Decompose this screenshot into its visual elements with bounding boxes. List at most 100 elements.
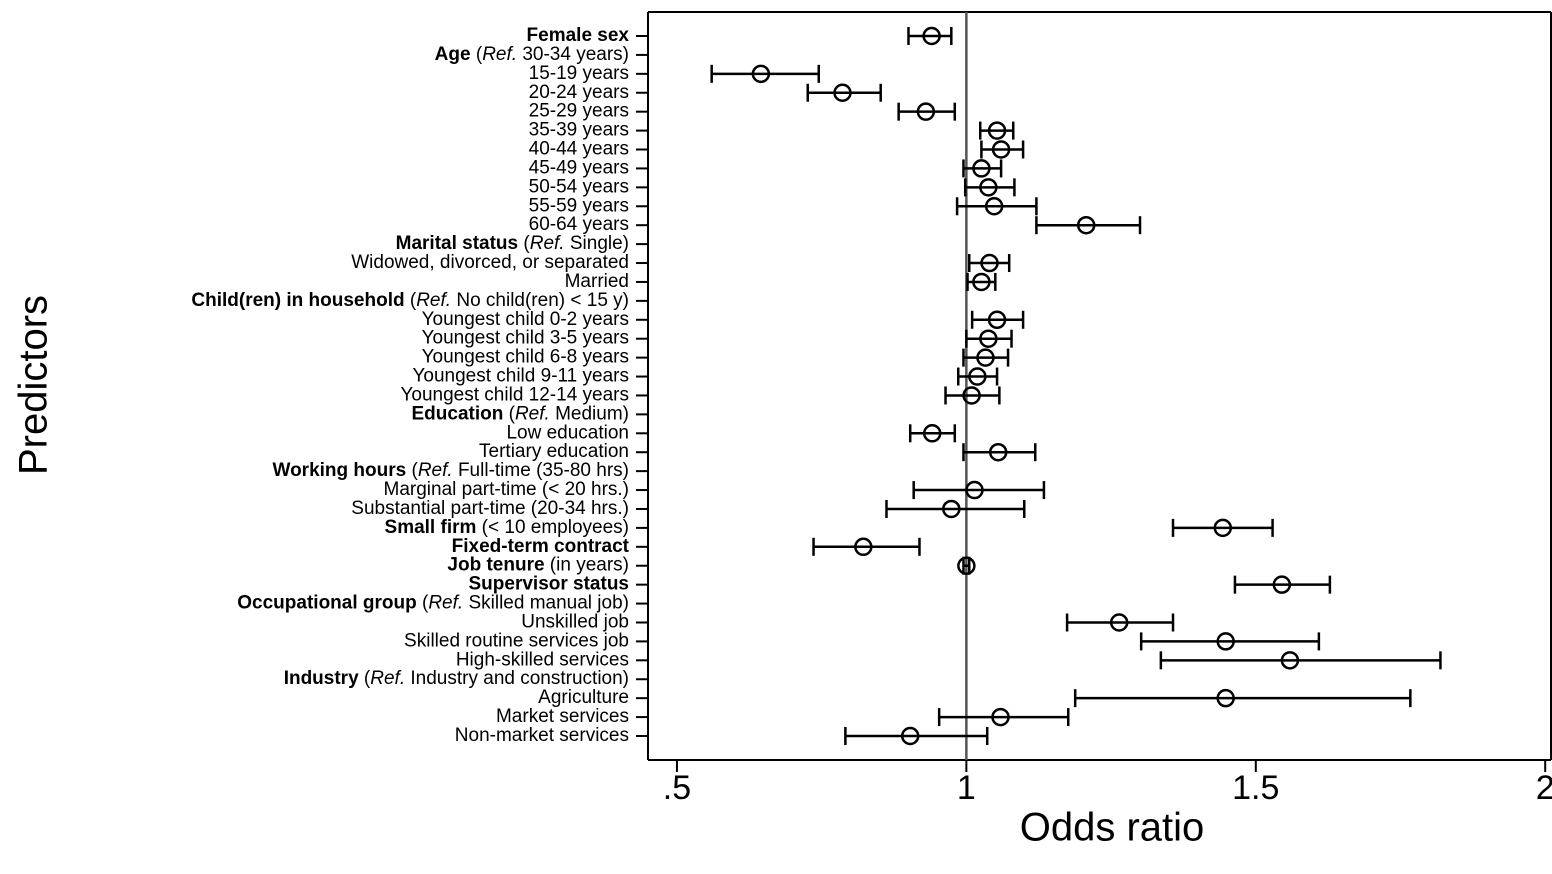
label-part: Unskilled job xyxy=(521,612,629,633)
label-part: 50-54 years xyxy=(529,176,629,197)
label-part: Medium) xyxy=(550,403,629,424)
y-tick-label: 45-49 years xyxy=(529,157,629,178)
estimate-point xyxy=(1280,651,1300,670)
label-part: Education xyxy=(412,403,504,424)
y-tick-label: Female sex xyxy=(527,25,630,46)
estimate-point xyxy=(991,140,1011,159)
label-part: Ref. xyxy=(530,233,565,254)
label-part: Youngest child 12-14 years xyxy=(400,384,629,405)
y-tick-label: Job tenure (in years) xyxy=(447,555,629,576)
y-tick-label: Substantial part-time (20-34 hrs.) xyxy=(351,498,629,519)
y-tick-label: Marginal part-time (< 20 hrs.) xyxy=(384,479,630,500)
estimate-point xyxy=(942,499,961,519)
y-tick-label: 20-24 years xyxy=(529,82,629,103)
label-part: ( xyxy=(359,668,371,689)
estimate-point xyxy=(965,480,984,500)
y-tick-label: Age (Ref. 30-34 years) xyxy=(435,44,629,65)
label-part: Youngest child 6-8 years xyxy=(422,347,629,368)
estimate-point xyxy=(1216,632,1235,651)
label-part: Female sex xyxy=(527,25,630,46)
estimate-point xyxy=(833,83,852,103)
label-part: 25-29 years xyxy=(529,101,629,122)
y-tick-label: Agriculture xyxy=(538,687,629,708)
label-part: ( xyxy=(406,460,418,481)
y-tick-label: Skilled routine services job xyxy=(404,630,629,651)
y-axis-label: Predictors xyxy=(12,295,56,475)
label-part: Ref. xyxy=(418,460,453,481)
estimate-point xyxy=(751,64,771,84)
y-tick-label: 35-39 years xyxy=(529,120,629,141)
estimate-point xyxy=(979,329,998,348)
estimate-point xyxy=(916,102,936,121)
y-tick-label: Occupational group (Ref. Skilled manual … xyxy=(237,593,629,614)
label-part: Skilled manual job) xyxy=(463,593,629,614)
label-part: Supervisor status xyxy=(469,574,630,595)
label-part: Fixed-term contract xyxy=(452,536,630,557)
label-part: Child(ren) in household xyxy=(191,290,404,311)
y-tick-label: Youngest child 12-14 years xyxy=(400,384,629,405)
label-part: Industry xyxy=(284,668,359,689)
label-part: Youngest child 0-2 years xyxy=(422,309,629,330)
y-tick-label: Widowed, divorced, or separated xyxy=(351,252,629,273)
estimate-point xyxy=(1213,518,1233,538)
y-tick-label: Education (Ref. Medium) xyxy=(412,403,630,424)
y-tick-label: Supervisor status xyxy=(469,574,630,595)
label-part: Marginal part-time (< 20 hrs.) xyxy=(384,479,630,500)
y-tick-label: Non-market services xyxy=(455,725,629,746)
label-part: 15-19 years xyxy=(529,63,629,84)
label-part: Substantial part-time (20-34 hrs.) xyxy=(351,498,629,519)
label-part: ( xyxy=(417,593,429,614)
label-part: Tertiary education xyxy=(479,441,629,462)
label-part: 40-44 years xyxy=(529,139,629,160)
estimate-point xyxy=(854,537,873,557)
label-part: Ref. xyxy=(416,290,451,311)
y-tick-label: Youngest child 0-2 years xyxy=(422,309,629,330)
label-part: High-skilled services xyxy=(456,649,629,670)
estimate-point xyxy=(1216,688,1235,708)
label-part: ( xyxy=(503,403,515,424)
estimate-point xyxy=(980,253,999,273)
label-part: Occupational group xyxy=(237,593,416,614)
y-tick-label: 50-54 years xyxy=(529,176,629,197)
estimate-point xyxy=(972,272,991,292)
y-tick-label: Low education xyxy=(506,422,629,443)
x-tick-label: 1.5 xyxy=(1232,769,1279,807)
estimate-point xyxy=(922,26,941,46)
label-part: Marital status xyxy=(396,233,518,254)
y-tick-label: 40-44 years xyxy=(529,139,629,160)
y-tick-label: Industry (Ref. Industry and construction… xyxy=(284,668,629,689)
label-part: Ref. xyxy=(482,44,517,65)
label-part: Working hours xyxy=(272,460,406,481)
y-tick-label: 15-19 years xyxy=(529,63,629,84)
label-part: Youngest child 9-11 years xyxy=(412,366,629,387)
estimate-point xyxy=(962,386,981,405)
label-part: 30-34 years) xyxy=(517,44,629,65)
label-part: Ref. xyxy=(428,593,463,614)
estimate-point xyxy=(972,159,991,178)
label-part: ( xyxy=(471,44,483,65)
y-tick-label: High-skilled services xyxy=(456,649,629,670)
x-tick-label: .5 xyxy=(663,769,691,807)
estimate-point xyxy=(991,707,1010,727)
estimate-point xyxy=(979,178,998,197)
x-axis-label: Odds ratio xyxy=(1020,806,1205,850)
label-part: 60-64 years xyxy=(529,214,629,235)
y-tick-label: Married xyxy=(565,271,629,292)
estimate-point xyxy=(957,556,976,575)
estimate-point xyxy=(976,348,995,367)
label-part: ( xyxy=(518,233,530,254)
estimate-point xyxy=(988,442,1008,462)
x-tick-label: 1 xyxy=(957,769,976,807)
y-tick-label: Working hours (Ref. Full-time (35-80 hrs… xyxy=(272,460,629,481)
label-part: Small firm xyxy=(385,517,477,538)
estimate-point xyxy=(1109,613,1129,632)
x-tick-label: 2 xyxy=(1536,769,1552,807)
estimate-point xyxy=(987,310,1007,330)
estimate-point xyxy=(1076,215,1096,235)
y-tick-label: Market services xyxy=(496,706,629,727)
estimate-point xyxy=(984,197,1004,216)
label-part: Industry and construction) xyxy=(405,668,629,689)
y-tick-label: 55-59 years xyxy=(529,195,629,216)
estimate-point xyxy=(968,367,987,386)
label-part: Low education xyxy=(506,422,629,443)
